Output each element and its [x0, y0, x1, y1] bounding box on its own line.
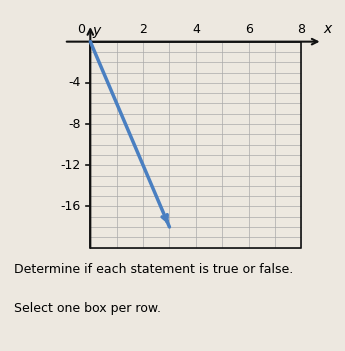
Text: 0: 0: [77, 23, 85, 36]
Text: 4: 4: [192, 23, 200, 36]
Text: 8: 8: [297, 23, 305, 36]
Text: y: y: [93, 24, 101, 38]
Text: Select one box per row.: Select one box per row.: [14, 302, 161, 315]
Text: x: x: [324, 22, 332, 36]
Text: -4: -4: [69, 76, 81, 90]
Text: -12: -12: [61, 159, 81, 172]
Text: Determine if each statement is true or false.: Determine if each statement is true or f…: [14, 263, 293, 276]
Text: 2: 2: [139, 23, 147, 36]
Text: -16: -16: [61, 200, 81, 213]
Text: -8: -8: [69, 118, 81, 131]
Text: 6: 6: [245, 23, 253, 36]
